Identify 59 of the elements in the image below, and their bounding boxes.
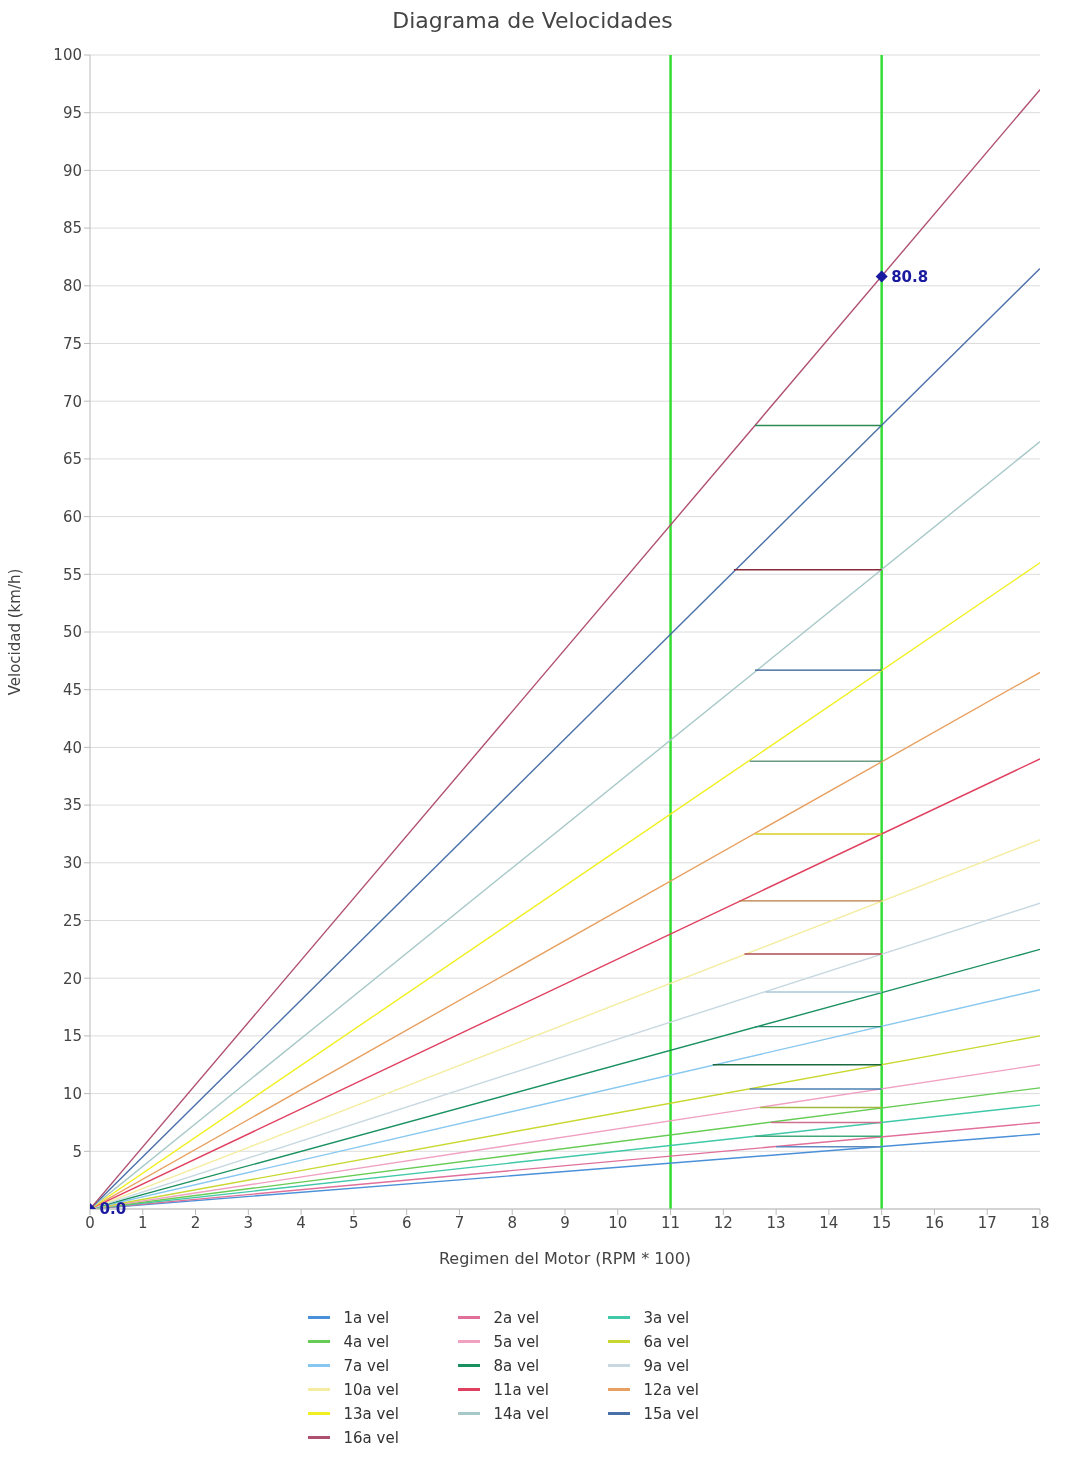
x-tick-label: 1 [138, 1213, 148, 1232]
y-tick-label: 95 [62, 104, 82, 123]
legend-label: 5a vel [493, 1333, 540, 1351]
x-tick-label: 4 [296, 1213, 306, 1232]
legend-label: 7a vel [343, 1357, 390, 1375]
y-tick-label: 10 [62, 1084, 82, 1103]
y-tick-label: 90 [62, 161, 82, 180]
y-axis-title: Velocidad (km/h) [6, 568, 25, 696]
x-tick-label: 16 [924, 1213, 944, 1232]
legend-label: 1a vel [343, 1309, 390, 1327]
y-tick-label: 45 [62, 681, 82, 700]
x-tick-label: 5 [349, 1213, 359, 1232]
x-tick-label: 3 [243, 1213, 254, 1232]
x-tick-label: 9 [560, 1213, 570, 1232]
y-tick-label: 25 [62, 911, 82, 930]
y-tick-label: 35 [62, 796, 82, 815]
y-tick-label: 50 [62, 623, 82, 642]
legend-label: 16a vel [343, 1429, 399, 1447]
legend-label: 13a vel [343, 1405, 399, 1423]
x-tick-label: 13 [766, 1213, 786, 1232]
x-tick-label: 12 [713, 1213, 733, 1232]
x-tick-label: 10 [608, 1213, 628, 1232]
x-tick-label: 8 [507, 1213, 517, 1232]
legend-label: 9a vel [643, 1357, 690, 1375]
legend-label: 8a vel [493, 1357, 540, 1375]
legend-label: 14a vel [493, 1405, 549, 1423]
legend-label: 12a vel [643, 1381, 699, 1399]
y-tick-label: 85 [62, 219, 82, 238]
y-tick-label: 5 [72, 1142, 82, 1161]
y-tick-label: 100 [53, 46, 82, 65]
legend-label: 2a vel [493, 1309, 540, 1327]
y-tick-label: 15 [62, 1027, 82, 1046]
y-tick-label: 75 [62, 334, 82, 353]
x-tick-label: 7 [454, 1213, 465, 1232]
x-tick-label: 6 [401, 1213, 412, 1232]
x-tick-label: 0 [85, 1213, 95, 1232]
legend-label: 15a vel [643, 1405, 699, 1423]
y-tick-label: 60 [62, 507, 82, 526]
legend-label: 4a vel [343, 1333, 390, 1351]
x-tick-label: 11 [661, 1213, 681, 1232]
data-label: 80.8 [891, 267, 929, 286]
x-tick-label: 17 [977, 1213, 997, 1232]
y-tick-label: 40 [62, 738, 82, 757]
y-tick-label: 55 [62, 565, 82, 584]
y-tick-label: 80 [62, 277, 82, 296]
legend-label: 6a vel [643, 1333, 690, 1351]
legend-label: 3a vel [643, 1309, 690, 1327]
y-tick-label: 20 [62, 969, 82, 988]
x-axis-title: Regimen del Motor (RPM * 100) [438, 1249, 692, 1268]
x-tick-label: 18 [1030, 1213, 1050, 1232]
y-tick-label: 70 [62, 392, 82, 411]
x-tick-label: 2 [190, 1213, 201, 1232]
legend-label: 11a vel [493, 1381, 549, 1399]
x-tick-label: 15 [872, 1213, 892, 1232]
y-tick-label: 30 [62, 854, 82, 873]
x-tick-label: 14 [819, 1213, 839, 1232]
legend-label: 10a vel [343, 1381, 399, 1399]
y-tick-label: 65 [62, 450, 82, 469]
chart-title: Diagrama de Velocidades [391, 8, 674, 33]
